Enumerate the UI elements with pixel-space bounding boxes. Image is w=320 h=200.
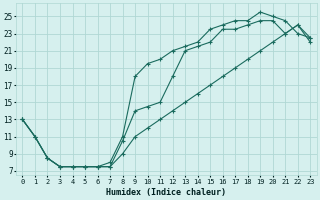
X-axis label: Humidex (Indice chaleur): Humidex (Indice chaleur)	[106, 188, 226, 197]
